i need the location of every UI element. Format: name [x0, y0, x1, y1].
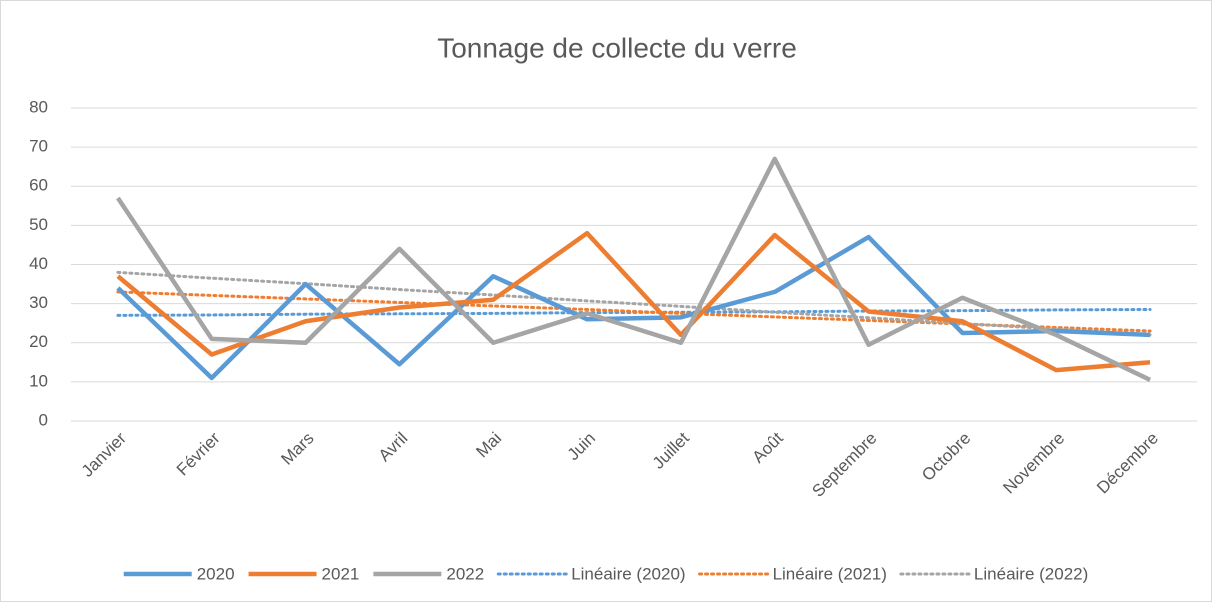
- legend-label: 2022: [446, 564, 484, 583]
- series-line: [116, 234, 1151, 381]
- y-tick-label: 10: [29, 371, 48, 390]
- y-tick-label: 0: [39, 410, 48, 429]
- legend-label: Linéaire (2021): [773, 564, 887, 583]
- legend: 2020 2021 2022 Linéaire (2020) Linéaire (202…: [123, 564, 1088, 583]
- series-line: [116, 290, 1152, 333]
- legend-label: 2020: [197, 564, 235, 583]
- y-tick-label: 70: [29, 137, 48, 156]
- legend-label: 2021: [322, 564, 360, 583]
- chart-title: Tonnage de collecte du verre: [437, 32, 797, 63]
- y-tick-label: 30: [29, 293, 48, 312]
- series-line: [116, 156, 1152, 382]
- y-tick-label: 50: [29, 215, 48, 234]
- legend-label: Linéaire (2020): [571, 564, 685, 583]
- y-tick-label: 40: [29, 254, 48, 273]
- legend-label: Linéaire (2022): [974, 564, 1088, 583]
- y-tick-label: 20: [29, 332, 48, 351]
- y-tick-label: 80: [29, 97, 48, 116]
- y-tick-label: 60: [29, 176, 48, 195]
- series-line: [116, 230, 1151, 373]
- series-line: [116, 270, 1152, 337]
